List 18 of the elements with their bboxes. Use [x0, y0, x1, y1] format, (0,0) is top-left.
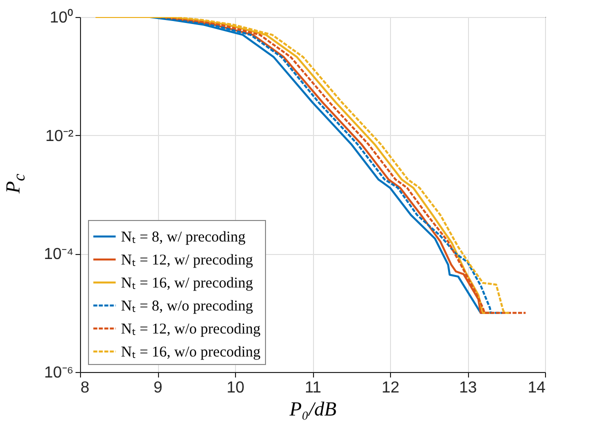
x-tick-label: 14 [528, 380, 546, 396]
x-tick-label: 11 [304, 380, 322, 396]
x-tick-label: 13 [459, 380, 477, 396]
y-tick-label: 10⁻⁶ [44, 364, 74, 382]
legend-label: Nₜ = 8, w/ precoding [121, 230, 246, 246]
x-axis-title: P₀/dB [288, 398, 336, 420]
legend-label: Nₜ = 16, w/o precoding [121, 344, 262, 360]
legend-label: Nₜ = 16, w/ precoding [121, 276, 254, 292]
x-tick-label: 12 [382, 380, 400, 396]
y-tick-label: 10⁰ [50, 8, 74, 26]
y-tick-label: 10⁻² [45, 128, 74, 145]
y-tick-label: 10⁻⁴ [44, 246, 74, 264]
x-tick-label: 8 [80, 380, 90, 396]
legend-label: Nₜ = 12, w/ precoding [121, 252, 254, 268]
legend-label: Nₜ = 12, w/o precoding [121, 322, 262, 338]
x-tick-label: 10 [226, 380, 244, 396]
legend-label: Nₜ = 8, w/o precoding [121, 298, 254, 314]
x-tick-label: 9 [154, 380, 163, 396]
